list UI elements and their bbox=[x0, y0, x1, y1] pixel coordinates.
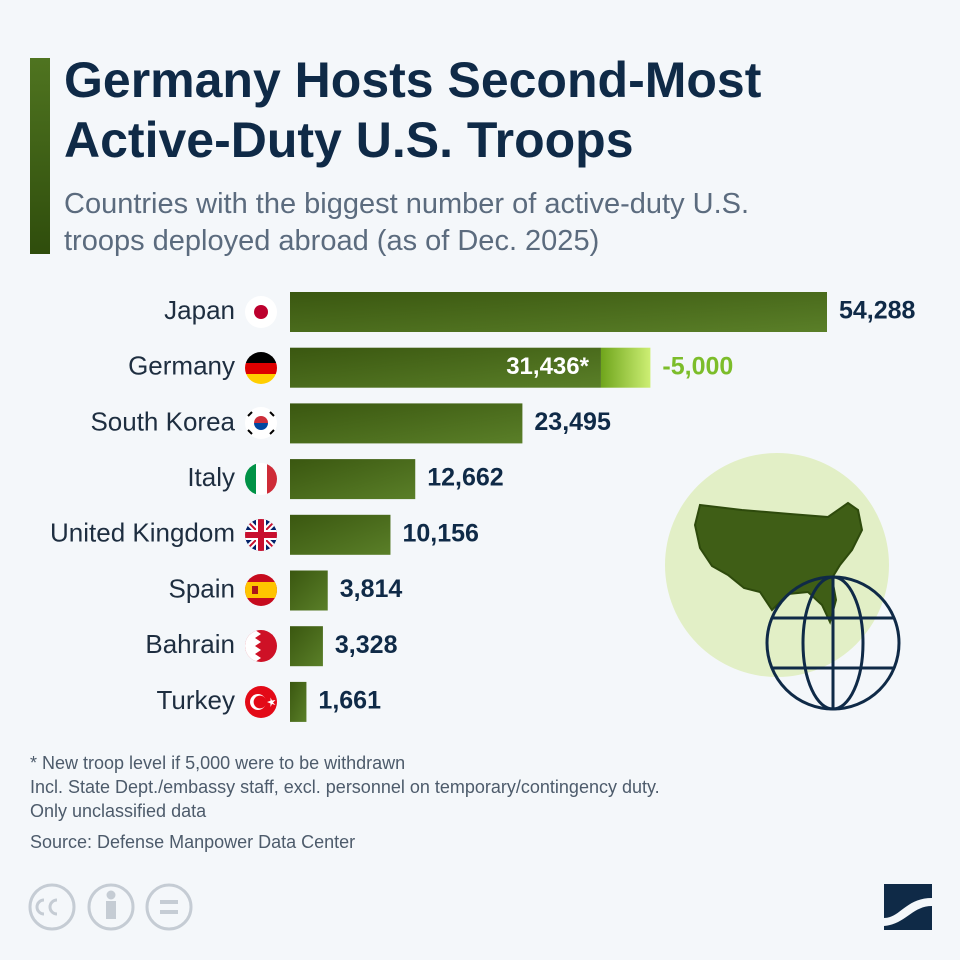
footnote: * New troop level if 5,000 were to be wi… bbox=[30, 753, 406, 773]
flags bbox=[245, 296, 277, 718]
accent-bar bbox=[30, 58, 50, 254]
brand-mark bbox=[884, 884, 932, 930]
category-label: Spain bbox=[169, 573, 236, 603]
bar bbox=[290, 681, 307, 722]
footnote: Incl. State Dept./embassy staff, excl. p… bbox=[30, 777, 660, 797]
category-label: South Korea bbox=[90, 406, 235, 436]
source: Source: Defense Manpower Data Center bbox=[30, 832, 356, 852]
value-label: 3,328 bbox=[335, 631, 398, 659]
withdrawal-segment bbox=[600, 347, 651, 388]
category-label: Japan bbox=[164, 295, 235, 325]
category-label: Bahrain bbox=[145, 629, 235, 659]
bar bbox=[290, 514, 391, 555]
value-label: 31,436* bbox=[506, 353, 589, 380]
bar bbox=[290, 626, 323, 667]
bar bbox=[290, 570, 328, 611]
bar bbox=[290, 459, 416, 500]
value-label: 54,288 bbox=[839, 297, 916, 325]
bar bbox=[290, 403, 523, 444]
category-label: Italy bbox=[187, 462, 235, 492]
value-label: 12,662 bbox=[427, 464, 503, 492]
category-label: Turkey bbox=[157, 685, 236, 715]
category-label: United Kingdom bbox=[50, 518, 235, 548]
category-label: Germany bbox=[128, 351, 235, 381]
value-label: 3,814 bbox=[340, 575, 403, 603]
footnote: Only unclassified data bbox=[30, 801, 207, 821]
value-label: 1,661 bbox=[318, 687, 381, 715]
chart-subtitle: Countries with the biggest number of act… bbox=[64, 188, 750, 257]
bar bbox=[290, 347, 601, 388]
chart-title: Germany Hosts Second-Most Active-Duty U.… bbox=[64, 52, 762, 168]
withdrawal-label: -5,000 bbox=[662, 352, 733, 380]
illustration bbox=[665, 453, 901, 711]
license-icons bbox=[28, 883, 193, 931]
bar bbox=[290, 292, 827, 332]
value-label: 10,156 bbox=[402, 519, 478, 547]
value-label: 23,495 bbox=[534, 408, 611, 436]
